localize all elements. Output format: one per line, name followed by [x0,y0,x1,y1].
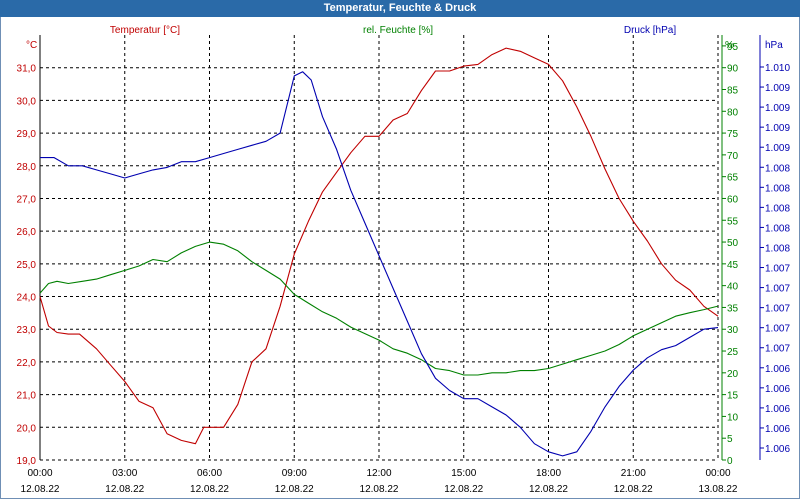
x-tick-time: 12:00 [366,468,391,479]
humidity-tick-label: 70 [727,151,739,162]
humidity-tick-label: 65 [727,173,739,184]
x-tick-time: 00:00 [705,468,730,479]
temperature-tick-label: 28,0 [17,162,37,173]
pressure-tick-label: 1.009 [765,143,790,154]
temperature-tick-label: 19,0 [17,456,37,467]
pressure-tick-label: 1.008 [765,243,790,254]
pressure-tick-label: 1.009 [765,123,790,134]
temperature-tick-label: 30,0 [17,96,37,107]
temperature-tick-label: 24,0 [17,293,37,304]
pressure-tick-label: 1.007 [765,324,790,335]
humidity-tick-label: 25 [727,347,739,358]
humidity-axis-title: rel. Feuchte [%] [363,25,433,36]
x-tick-date: 12.08.22 [529,484,568,495]
pressure-tick-label: 1.009 [765,103,790,114]
x-tick-time: 18:00 [536,468,561,479]
temperature-axis-title: Temperatur [°C] [110,25,180,36]
pressure-tick-label: 1.006 [765,364,790,375]
temperature-tick-label: 22,0 [17,358,37,369]
x-tick-time: 15:00 [451,468,476,479]
temperature-unit-label: °C [26,40,37,51]
pressure-tick-label: 1.008 [765,223,790,234]
pressure-tick-label: 1.006 [765,384,790,395]
humidity-tick-label: 20 [727,369,739,380]
window-title: Temperatur, Feuchte & Druck [0,0,800,17]
temperature-tick-label: 20,0 [17,423,37,434]
humidity-tick-label: 0 [727,456,733,467]
x-tick-time: 03:00 [112,468,137,479]
x-tick-date: 12.08.22 [190,484,229,495]
x-tick-time: 00:00 [27,468,52,479]
pressure-tick-label: 1.006 [765,444,790,455]
temperature-tick-label: 26,0 [17,227,37,238]
x-tick-date: 13.08.22 [699,484,738,495]
pressure-tick-label: 1.010 [765,63,790,74]
temperature-tick-label: 21,0 [17,391,37,402]
x-tick-time: 09:00 [282,468,307,479]
humidity-tick-label: 5 [727,434,733,445]
pressure-tick-label: 1.009 [765,83,790,94]
grid-lines [39,35,719,461]
x-tick-date: 12.08.22 [444,484,483,495]
humidity-tick-label: 35 [727,303,739,314]
humidity-tick-label: 10 [727,412,739,423]
pressure-tick-label: 1.008 [765,163,790,174]
humidity-tick-label: 95 [727,42,739,53]
humidity-tick-label: 50 [727,238,739,249]
pressure-series-line [40,71,719,457]
humidity-unit-label: % [725,40,734,51]
series-lines [39,47,719,457]
pressure-tick-label: 1.008 [765,203,790,214]
x-tick-date: 12.08.22 [614,484,653,495]
humidity-tick-label: 40 [727,282,739,293]
x-tick-date: 12.08.22 [21,484,60,495]
pressure-tick-label: 1.007 [765,264,790,275]
humidity-series-line [39,241,719,376]
x-tick-date: 12.08.22 [105,484,144,495]
temperature-tick-label: 31,0 [17,64,37,75]
axis-labels: 00:00 12.08.22 03:00 12.08.22 06:00 12.08.22 0… [17,25,791,495]
temperature-tick-label: 23,0 [17,325,37,336]
humidity-tick-label: 75 [727,129,739,140]
humidity-tick-label: 55 [727,216,739,227]
temperature-series-line [39,47,719,445]
humidity-tick-label: 80 [727,107,739,118]
pressure-axis-title: Druck [hPa] [624,25,676,36]
pressure-tick-label: 1.007 [765,284,790,295]
axes [39,35,764,461]
temperature-tick-label: 29,0 [17,129,37,140]
temperature-tick-label: 25,0 [17,260,37,271]
humidity-tick-label: 15 [727,391,739,402]
x-tick-time: 21:00 [621,468,646,479]
humidity-tick-label: 45 [727,260,739,271]
x-tick-date: 12.08.22 [360,484,399,495]
humidity-tick-label: 90 [727,64,739,75]
x-tick-date: 12.08.22 [275,484,314,495]
humidity-tick-label: 60 [727,194,739,205]
pressure-tick-label: 1.006 [765,404,790,415]
temperature-tick-label: 27,0 [17,194,37,205]
pressure-tick-label: 1.007 [765,304,790,315]
pressure-unit-label: hPa [765,40,783,51]
humidity-tick-label: 30 [727,325,739,336]
pressure-tick-label: 1.006 [765,424,790,435]
pressure-tick-label: 1.008 [765,183,790,194]
pressure-tick-label: 1.007 [765,344,790,355]
x-tick-time: 06:00 [197,468,222,479]
humidity-tick-label: 85 [727,85,739,96]
